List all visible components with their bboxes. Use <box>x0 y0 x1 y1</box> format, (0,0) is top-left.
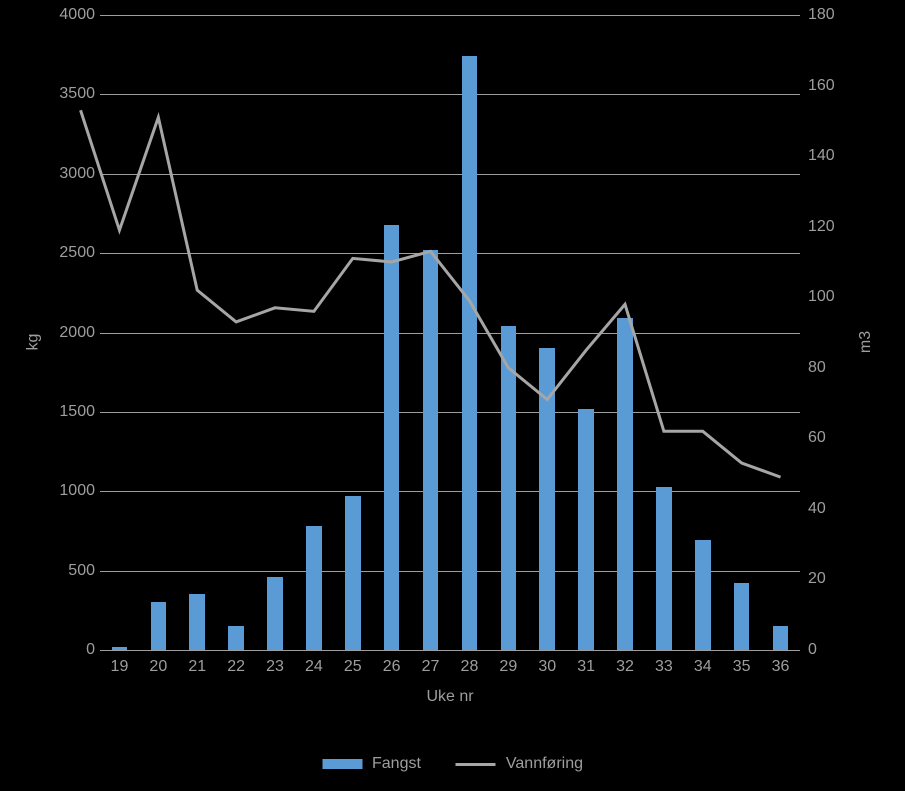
x-tick: 29 <box>499 658 517 676</box>
y-tick-left: 1000 <box>45 482 95 500</box>
y-tick-left: 500 <box>45 562 95 580</box>
x-tick: 34 <box>694 658 712 676</box>
line-svg <box>100 15 800 650</box>
x-tick: 36 <box>772 658 790 676</box>
y-tick-right: 20 <box>808 570 858 588</box>
y-tick-right: 100 <box>808 288 858 306</box>
y-tick-right: 180 <box>808 6 858 24</box>
y-tick-left: 0 <box>45 641 95 659</box>
y-tick-right: 60 <box>808 429 858 447</box>
x-tick: 35 <box>733 658 751 676</box>
gridline <box>100 650 800 651</box>
y-tick-left: 3000 <box>45 165 95 183</box>
x-tick: 33 <box>655 658 673 676</box>
legend-item-fangst: Fangst <box>322 755 421 773</box>
x-tick: 32 <box>616 658 634 676</box>
y-tick-right: 40 <box>808 500 858 518</box>
y-tick-left: 2000 <box>45 324 95 342</box>
y-tick-right: 140 <box>808 147 858 165</box>
y-axis-left-label: kg <box>24 333 42 350</box>
y-tick-right: 0 <box>808 641 858 659</box>
legend-label-vannforing: Vannføring <box>506 755 583 773</box>
legend-item-vannforing: Vannføring <box>456 755 583 773</box>
x-tick: 31 <box>577 658 595 676</box>
x-tick: 23 <box>266 658 284 676</box>
x-tick: 30 <box>538 658 556 676</box>
x-tick: 27 <box>422 658 440 676</box>
x-tick: 26 <box>383 658 401 676</box>
legend-swatch-bar <box>322 759 362 769</box>
y-tick-right: 160 <box>808 77 858 95</box>
x-tick: 20 <box>149 658 167 676</box>
x-tick: 22 <box>227 658 245 676</box>
y-tick-left: 1500 <box>45 403 95 421</box>
x-tick: 28 <box>461 658 479 676</box>
x-axis-title: Uke nr <box>426 688 473 706</box>
chart-container: kg m3 Uke nr Fangst Vannføring 050010001… <box>0 0 905 791</box>
y-tick-right: 80 <box>808 359 858 377</box>
y-tick-left: 3500 <box>45 85 95 103</box>
y-axis-right-label: m3 <box>857 330 875 352</box>
line-series <box>81 110 781 477</box>
y-tick-right: 120 <box>808 218 858 236</box>
plot-area <box>100 15 800 650</box>
y-tick-left: 4000 <box>45 6 95 24</box>
x-tick: 21 <box>188 658 206 676</box>
legend: Fangst Vannføring <box>322 755 583 773</box>
x-tick: 19 <box>111 658 129 676</box>
y-tick-left: 2500 <box>45 244 95 262</box>
legend-label-fangst: Fangst <box>372 755 421 773</box>
x-tick: 25 <box>344 658 362 676</box>
x-tick: 24 <box>305 658 323 676</box>
legend-swatch-line <box>456 763 496 766</box>
